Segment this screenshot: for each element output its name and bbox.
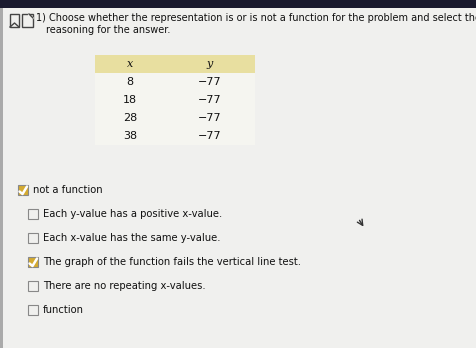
Text: function: function <box>43 305 84 315</box>
Text: 38: 38 <box>123 131 137 141</box>
Text: 1) Choose whether the representation is or is not a function for the problem and: 1) Choose whether the representation is … <box>36 13 476 23</box>
Bar <box>95 91 255 109</box>
Bar <box>95 127 255 145</box>
Text: not a function: not a function <box>33 185 102 195</box>
Bar <box>95 55 255 73</box>
Bar <box>95 73 255 91</box>
Bar <box>22 14 33 27</box>
Text: Each y-value has a positive x-value.: Each y-value has a positive x-value. <box>43 209 222 219</box>
Text: x: x <box>127 59 133 69</box>
Text: 28: 28 <box>123 113 137 123</box>
Bar <box>28 233 38 243</box>
Bar <box>0 8 3 348</box>
Text: −77: −77 <box>198 77 221 87</box>
Text: There are no repeating x-values.: There are no repeating x-values. <box>43 281 205 291</box>
Text: The graph of the function fails the vertical line test.: The graph of the function fails the vert… <box>43 257 300 267</box>
Text: y: y <box>207 59 213 69</box>
Text: reasoning for the answer.: reasoning for the answer. <box>46 25 170 35</box>
Text: Each x-value has the same y-value.: Each x-value has the same y-value. <box>43 233 220 243</box>
Bar <box>18 185 28 195</box>
Text: −77: −77 <box>198 131 221 141</box>
Text: 18: 18 <box>123 95 137 105</box>
Text: 8: 8 <box>126 77 133 87</box>
Bar <box>28 281 38 291</box>
Bar <box>28 257 38 267</box>
Bar <box>10 14 19 27</box>
Text: −77: −77 <box>198 95 221 105</box>
Bar <box>28 305 38 315</box>
Bar <box>28 209 38 219</box>
Bar <box>0 0 476 8</box>
Bar <box>95 109 255 127</box>
Text: −77: −77 <box>198 113 221 123</box>
